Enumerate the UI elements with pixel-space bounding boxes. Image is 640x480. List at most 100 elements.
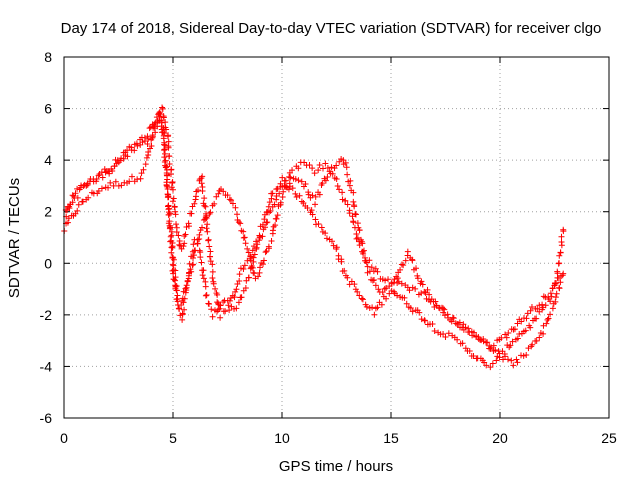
plot-frame <box>63 56 610 419</box>
data-point <box>298 198 305 205</box>
data-point <box>315 167 322 174</box>
y-tick-label: 0 <box>44 255 52 271</box>
data-point <box>272 222 279 229</box>
data-point <box>508 357 515 364</box>
data-point <box>64 219 71 226</box>
data-point <box>514 335 521 342</box>
data-point <box>350 198 357 205</box>
data-point <box>176 241 183 248</box>
data-point <box>359 240 366 247</box>
data-point <box>359 296 366 303</box>
data-point <box>277 199 284 206</box>
data-point <box>256 269 263 276</box>
data-point <box>74 194 81 201</box>
data-point <box>312 201 319 208</box>
data-point <box>311 170 318 177</box>
data-point <box>268 195 275 202</box>
data-point <box>240 228 247 235</box>
data-point <box>426 291 433 298</box>
data-point <box>309 165 316 172</box>
data-point <box>470 353 477 360</box>
data-point <box>199 224 206 231</box>
y-axis-label: SDTVAR / TECUs <box>6 178 23 298</box>
data-point <box>208 306 215 313</box>
data-point <box>205 236 212 243</box>
data-point <box>492 347 499 354</box>
data-point <box>346 182 353 189</box>
data-point <box>157 111 164 118</box>
data-point <box>309 211 316 218</box>
data-point <box>418 316 425 323</box>
data-point <box>503 334 510 341</box>
data-point <box>333 244 340 251</box>
data-point <box>128 173 135 180</box>
data-point <box>138 170 145 177</box>
data-point <box>441 306 448 313</box>
data-point <box>238 294 245 301</box>
data-point <box>354 288 361 295</box>
data-point <box>308 207 315 214</box>
data-point <box>475 333 482 340</box>
data-point <box>522 327 529 334</box>
data-point <box>192 247 199 254</box>
y-axis-ticks: -6 -4 -2 0 2 4 6 8 <box>40 49 609 426</box>
data-point <box>372 282 379 289</box>
data-point <box>409 308 416 315</box>
data-point <box>261 216 268 223</box>
data-point <box>316 162 323 169</box>
data-point <box>232 204 239 211</box>
data-point <box>520 352 527 359</box>
data-point <box>181 306 188 313</box>
grid-lines <box>64 57 609 418</box>
series-track-a <box>61 113 567 371</box>
data-point <box>117 157 124 164</box>
data-point <box>236 271 243 278</box>
data-point <box>513 356 520 363</box>
data-point <box>483 339 490 346</box>
data-point <box>352 211 359 218</box>
data-point <box>198 180 205 187</box>
data-point <box>339 196 346 203</box>
data-point <box>185 220 192 227</box>
data-point <box>378 301 385 308</box>
data-point <box>553 280 560 287</box>
data-point <box>182 231 189 238</box>
data-point <box>242 240 249 247</box>
data-point <box>168 237 175 244</box>
data-point <box>350 219 357 226</box>
data-point <box>167 238 174 245</box>
data-point <box>366 268 373 275</box>
data-point <box>234 211 241 218</box>
data-point <box>250 243 257 250</box>
data-point <box>214 299 221 306</box>
data-point <box>79 198 86 205</box>
data-point <box>369 304 376 311</box>
data-point <box>158 117 165 124</box>
data-point <box>245 249 252 256</box>
data-point <box>241 234 248 241</box>
data-point <box>179 295 186 302</box>
data-point <box>178 302 185 309</box>
data-point <box>480 338 487 345</box>
data-point <box>202 214 209 221</box>
data-point <box>159 105 166 112</box>
data-point <box>260 257 267 264</box>
data-point <box>358 295 365 302</box>
data-point <box>188 210 195 217</box>
data-point <box>356 227 363 234</box>
data-point <box>190 252 197 259</box>
data-point <box>93 178 100 185</box>
data-point <box>247 257 254 264</box>
data-point <box>295 177 302 184</box>
data-point <box>162 119 169 126</box>
data-point <box>201 195 208 202</box>
data-point <box>233 305 240 312</box>
data-point <box>293 193 300 200</box>
x-axis-label: GPS time / hours <box>279 458 393 475</box>
data-point <box>462 324 469 331</box>
data-point <box>409 257 416 264</box>
data-point <box>466 348 473 355</box>
data-point <box>429 320 436 327</box>
data-point <box>416 309 423 316</box>
data-point <box>382 277 389 284</box>
